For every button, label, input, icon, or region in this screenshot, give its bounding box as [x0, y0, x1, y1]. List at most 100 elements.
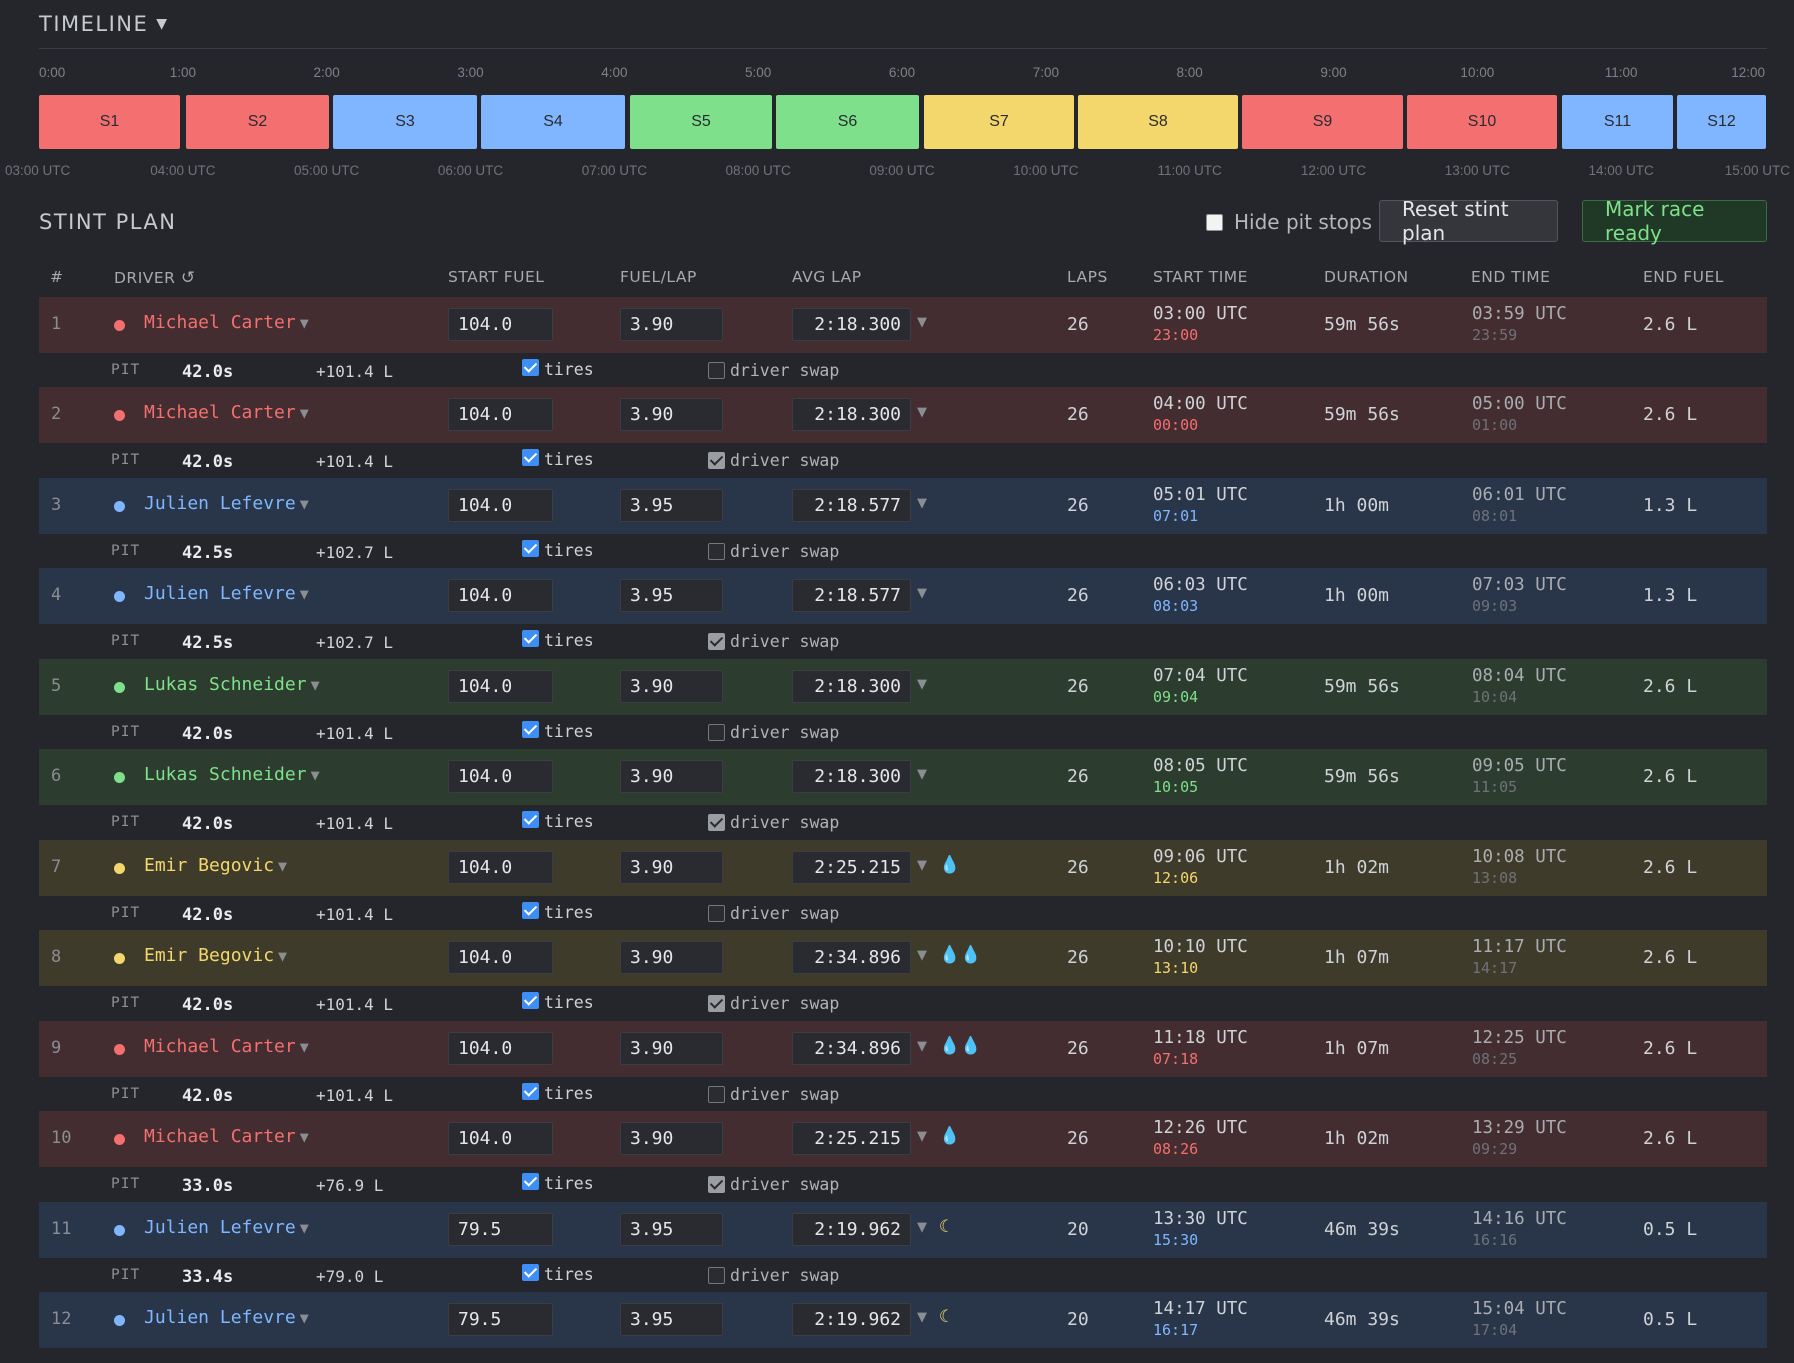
start-fuel-input[interactable]: 79.5: [448, 1303, 553, 1336]
start-fuel-input[interactable]: 104.0: [448, 489, 553, 522]
start-fuel-input[interactable]: 104.0: [448, 398, 553, 431]
avg-lap-input[interactable]: 2:19.962: [792, 1303, 911, 1336]
driver-select[interactable]: Michael Carter ▼: [144, 402, 309, 423]
fuel-per-lap-input[interactable]: 3.90: [620, 1032, 723, 1065]
driver-select[interactable]: Michael Carter ▼: [144, 1036, 309, 1057]
start-fuel-input[interactable]: 104.0: [448, 851, 553, 884]
avg-lap-dropdown-icon[interactable]: ▼: [917, 1039, 927, 1054]
avg-lap-dropdown-icon[interactable]: ▼: [917, 1129, 927, 1144]
driver-swap-toggle[interactable]: driver swap: [708, 542, 839, 561]
fuel-per-lap-input[interactable]: 3.90: [620, 308, 723, 341]
timeline-stint-block[interactable]: S11: [1562, 95, 1673, 149]
tires-toggle[interactable]: tires: [522, 721, 594, 741]
start-fuel-input[interactable]: 104.0: [448, 670, 553, 703]
tires-checkbox[interactable]: [522, 902, 539, 919]
avg-lap-input[interactable]: 2:18.300: [792, 760, 911, 793]
avg-lap-input[interactable]: 2:25.215: [792, 1122, 911, 1155]
tires-checkbox[interactable]: [522, 721, 539, 738]
driver-swap-checkbox[interactable]: [708, 452, 725, 469]
tires-checkbox[interactable]: [522, 992, 539, 1009]
timeline-stint-block[interactable]: S1: [39, 95, 180, 149]
driver-swap-toggle[interactable]: driver swap: [708, 361, 839, 380]
tires-toggle[interactable]: tires: [522, 992, 594, 1012]
driver-select[interactable]: Julien Lefevre ▼: [144, 493, 309, 514]
reset-stint-plan-button[interactable]: Reset stint plan: [1379, 197, 1558, 245]
driver-swap-toggle[interactable]: driver swap: [708, 1266, 839, 1285]
avg-lap-input[interactable]: 2:19.962: [792, 1213, 911, 1246]
avg-lap-dropdown-icon[interactable]: ▼: [917, 858, 927, 873]
tires-checkbox[interactable]: [522, 1173, 539, 1190]
mark-race-ready-button[interactable]: Mark race ready: [1582, 197, 1767, 245]
driver-swap-toggle[interactable]: driver swap: [708, 994, 839, 1013]
driver-swap-checkbox[interactable]: [708, 724, 725, 741]
tires-checkbox[interactable]: [522, 449, 539, 466]
start-fuel-input[interactable]: 104.0: [448, 1032, 553, 1065]
fuel-per-lap-input[interactable]: 3.95: [620, 489, 723, 522]
timeline-stint-block[interactable]: S7: [924, 95, 1074, 149]
start-fuel-input[interactable]: 104.0: [448, 941, 553, 974]
avg-lap-input[interactable]: 2:18.577: [792, 579, 911, 612]
timeline-stint-block[interactable]: S5: [630, 95, 772, 149]
tires-toggle[interactable]: tires: [522, 359, 594, 379]
start-fuel-input[interactable]: 104.0: [448, 1122, 553, 1155]
driver-swap-toggle[interactable]: driver swap: [708, 1085, 839, 1104]
driver-select[interactable]: Julien Lefevre ▼: [144, 583, 309, 604]
refresh-icon[interactable]: ↺: [180, 268, 196, 288]
tires-toggle[interactable]: tires: [522, 1264, 594, 1284]
hide-pit-stops-checkbox[interactable]: [1206, 213, 1223, 231]
timeline-stint-block[interactable]: S8: [1078, 95, 1238, 149]
driver-swap-toggle[interactable]: driver swap: [708, 632, 839, 651]
driver-swap-checkbox[interactable]: [708, 1086, 725, 1103]
driver-swap-checkbox[interactable]: [708, 633, 725, 650]
fuel-per-lap-input[interactable]: 3.95: [620, 1303, 723, 1336]
avg-lap-dropdown-icon[interactable]: ▼: [917, 677, 927, 692]
timeline-stint-block[interactable]: S6: [776, 95, 919, 149]
timeline-title[interactable]: TIMELINE ▼: [39, 12, 169, 36]
avg-lap-dropdown-icon[interactable]: ▼: [917, 1220, 927, 1235]
tires-checkbox[interactable]: [522, 540, 539, 557]
avg-lap-dropdown-icon[interactable]: ▼: [917, 405, 927, 420]
driver-swap-checkbox[interactable]: [708, 362, 725, 379]
driver-select[interactable]: Julien Lefevre ▼: [144, 1307, 309, 1328]
fuel-per-lap-input[interactable]: 3.90: [620, 851, 723, 884]
avg-lap-dropdown-icon[interactable]: ▼: [917, 1310, 927, 1325]
driver-swap-toggle[interactable]: driver swap: [708, 904, 839, 923]
driver-swap-checkbox[interactable]: [708, 1176, 725, 1193]
avg-lap-input[interactable]: 2:18.300: [792, 308, 911, 341]
driver-swap-checkbox[interactable]: [708, 905, 725, 922]
avg-lap-input[interactable]: 2:34.896: [792, 941, 911, 974]
avg-lap-input[interactable]: 2:18.577: [792, 489, 911, 522]
driver-select[interactable]: Julien Lefevre ▼: [144, 1217, 309, 1238]
avg-lap-dropdown-icon[interactable]: ▼: [917, 586, 927, 601]
driver-select[interactable]: Michael Carter ▼: [144, 1126, 309, 1147]
driver-swap-checkbox[interactable]: [708, 543, 725, 560]
driver-select[interactable]: Michael Carter ▼: [144, 312, 309, 333]
avg-lap-dropdown-icon[interactable]: ▼: [917, 315, 927, 330]
timeline-stint-block[interactable]: S12: [1677, 95, 1766, 149]
driver-swap-toggle[interactable]: driver swap: [708, 1175, 839, 1194]
fuel-per-lap-input[interactable]: 3.90: [620, 941, 723, 974]
fuel-per-lap-input[interactable]: 3.90: [620, 398, 723, 431]
tires-toggle[interactable]: tires: [522, 811, 594, 831]
avg-lap-input[interactable]: 2:18.300: [792, 670, 911, 703]
avg-lap-dropdown-icon[interactable]: ▼: [917, 767, 927, 782]
hide-pit-stops-toggle[interactable]: Hide pit stops: [1206, 210, 1372, 234]
tires-toggle[interactable]: tires: [522, 449, 594, 469]
start-fuel-input[interactable]: 104.0: [448, 760, 553, 793]
driver-select[interactable]: Emir Begovic ▼: [144, 945, 287, 966]
avg-lap-input[interactable]: 2:18.300: [792, 398, 911, 431]
tires-checkbox[interactable]: [522, 811, 539, 828]
timeline-stint-block[interactable]: S9: [1242, 95, 1403, 149]
avg-lap-input[interactable]: 2:25.215: [792, 851, 911, 884]
fuel-per-lap-input[interactable]: 3.95: [620, 579, 723, 612]
tires-toggle[interactable]: tires: [522, 630, 594, 650]
fuel-per-lap-input[interactable]: 3.90: [620, 670, 723, 703]
avg-lap-input[interactable]: 2:34.896: [792, 1032, 911, 1065]
fuel-per-lap-input[interactable]: 3.90: [620, 1122, 723, 1155]
avg-lap-dropdown-icon[interactable]: ▼: [917, 496, 927, 511]
timeline-stint-block[interactable]: S2: [186, 95, 329, 149]
driver-select[interactable]: Lukas Schneider ▼: [144, 674, 320, 695]
timeline-stint-block[interactable]: S3: [333, 95, 477, 149]
driver-swap-checkbox[interactable]: [708, 814, 725, 831]
driver-swap-checkbox[interactable]: [708, 995, 725, 1012]
